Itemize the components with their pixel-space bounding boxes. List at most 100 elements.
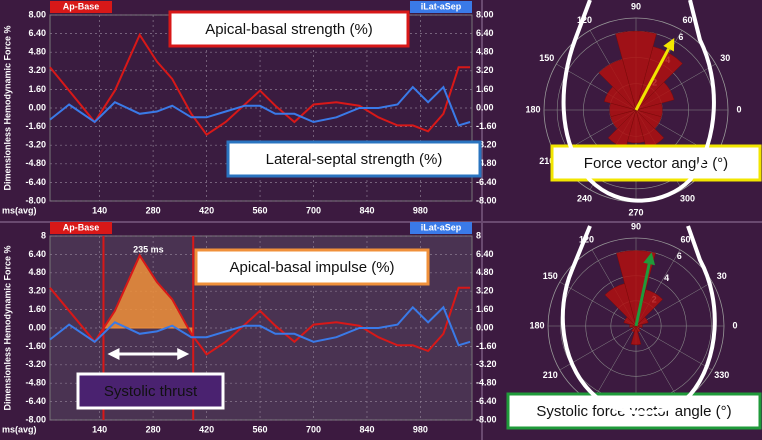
impulse-label: 235 ms (133, 244, 164, 254)
series-line (49, 85, 471, 127)
arrow-head (177, 348, 190, 360)
y-tick-label: 4.80 (28, 267, 46, 277)
y2-tick-label: -1.60 (476, 121, 497, 131)
y-tick-label: -1.60 (25, 341, 46, 351)
angle-label: 90 (631, 221, 641, 231)
polar-spoke (635, 281, 713, 327)
x-tick-label: 140 (92, 205, 107, 215)
y2-tick-label: -6.40 (476, 396, 497, 406)
legend-tag (410, 222, 472, 234)
annotation-box (226, 140, 482, 178)
annotation-box (76, 372, 225, 410)
y-tick-label: -8.00 (25, 195, 46, 205)
x-tick-label: 700 (306, 205, 321, 215)
angle-label: 210 (543, 370, 558, 380)
x-tick-label: 280 (146, 205, 161, 215)
heart-outline (560, 225, 717, 415)
x-tick-label: 560 (253, 424, 268, 434)
y-tick-label: -6.40 (25, 396, 46, 406)
y-tick-label: 1.60 (28, 84, 46, 94)
polar-spoke (559, 281, 637, 327)
y-tick-label: -3.20 (25, 140, 46, 150)
y-tick-label: 3.20 (28, 65, 46, 75)
r-tick-label: 4 (664, 273, 669, 283)
y-tick-label: -6.40 (25, 177, 46, 187)
y-tick-label: 8 (41, 230, 46, 240)
polar-spoke (635, 325, 713, 371)
rose-sector (616, 250, 656, 327)
y-tick-label: 6.40 (28, 28, 46, 38)
angle-label: 300 (680, 194, 695, 204)
polar-spoke (635, 325, 681, 403)
rose-sector (635, 109, 662, 129)
y2-tick-label: 3.20 (476, 286, 494, 296)
annotation-label: Apical-basal impulse (%) (229, 259, 394, 276)
y-tick-label: -4.80 (25, 158, 46, 168)
rose-sector (598, 58, 637, 111)
angle-label: 240 (577, 194, 592, 204)
y2-tick-label: -3.20 (476, 359, 497, 369)
x-tick-label: 700 (306, 424, 321, 434)
rose-sector (603, 86, 637, 111)
vector-head (663, 38, 675, 52)
annotation-label: Apical-basal strength (%) (205, 21, 373, 38)
annotation-box (168, 10, 410, 48)
angle-label: 270 (628, 207, 643, 217)
y-axis-label: Dimensionless Hemodynamic Force % (2, 25, 12, 190)
x-tick-label: 840 (359, 424, 374, 434)
series-line (49, 305, 471, 347)
y2-tick-label: -4.80 (476, 158, 497, 168)
y2-tick-label: -8.00 (476, 414, 497, 424)
x-axis-label: ms(avg) (2, 424, 37, 434)
y2-tick-label: 4.80 (476, 267, 494, 277)
annotation-box (194, 248, 430, 286)
y-axis-label: Dimensionless Hemodynamic Force % (2, 245, 12, 410)
r-tick-label: 6 (677, 251, 682, 261)
angle-label: 60 (682, 15, 692, 25)
x-tick-label: 840 (359, 205, 374, 215)
x-tick-label: 560 (253, 205, 268, 215)
rose-sector (629, 324, 637, 328)
legend-label: Ap-Base (63, 222, 100, 232)
angle-label: 150 (543, 271, 558, 281)
y-tick-label: 6.40 (28, 249, 46, 259)
force-vector (634, 263, 651, 327)
legend-tag (50, 1, 112, 13)
y2-tick-label: -8.00 (476, 195, 497, 205)
r-tick-label: 6 (678, 32, 683, 42)
x-axis-label: ms(avg) (2, 205, 37, 215)
y2-tick-label: 3.20 (476, 65, 494, 75)
annotation-label: Lateral-septal strength (%) (266, 151, 443, 168)
y-tick-label: 4.80 (28, 47, 46, 57)
y2-tick-label: 1.60 (476, 304, 494, 314)
series-line (49, 253, 471, 356)
angle-label: 0 (732, 320, 737, 330)
rose-sector (615, 30, 657, 111)
rose-sector (635, 325, 641, 333)
y-tick-label: 1.60 (28, 304, 46, 314)
force-vector (634, 47, 670, 111)
y2-tick-label: 1.60 (476, 84, 494, 94)
y2-tick-label: 8 (476, 230, 481, 240)
angle-label: 90 (631, 1, 641, 11)
legend-label: iLat-aSep (421, 1, 462, 11)
legend-tag (410, 1, 472, 13)
legend-label: Ap-Base (63, 1, 100, 11)
heart-outline (561, 0, 716, 203)
angle-label: 330 (714, 370, 729, 380)
arrow-head (107, 348, 120, 360)
y-tick-label: 8.00 (28, 9, 46, 19)
y2-tick-label: 6.40 (476, 249, 494, 259)
y2-tick-label: 8.00 (476, 9, 494, 19)
x-tick-label: 140 (92, 424, 107, 434)
rose-sector (604, 283, 637, 327)
x-tick-label: 420 (199, 424, 214, 434)
rose-sector (630, 325, 642, 346)
angle-label: 0 (736, 104, 741, 114)
angle-label: 180 (525, 104, 540, 114)
legend-tag (50, 222, 112, 234)
angle-label: 60 (680, 235, 690, 245)
x-tick-label: 980 (413, 205, 428, 215)
y2-tick-label: -6.40 (476, 177, 497, 187)
